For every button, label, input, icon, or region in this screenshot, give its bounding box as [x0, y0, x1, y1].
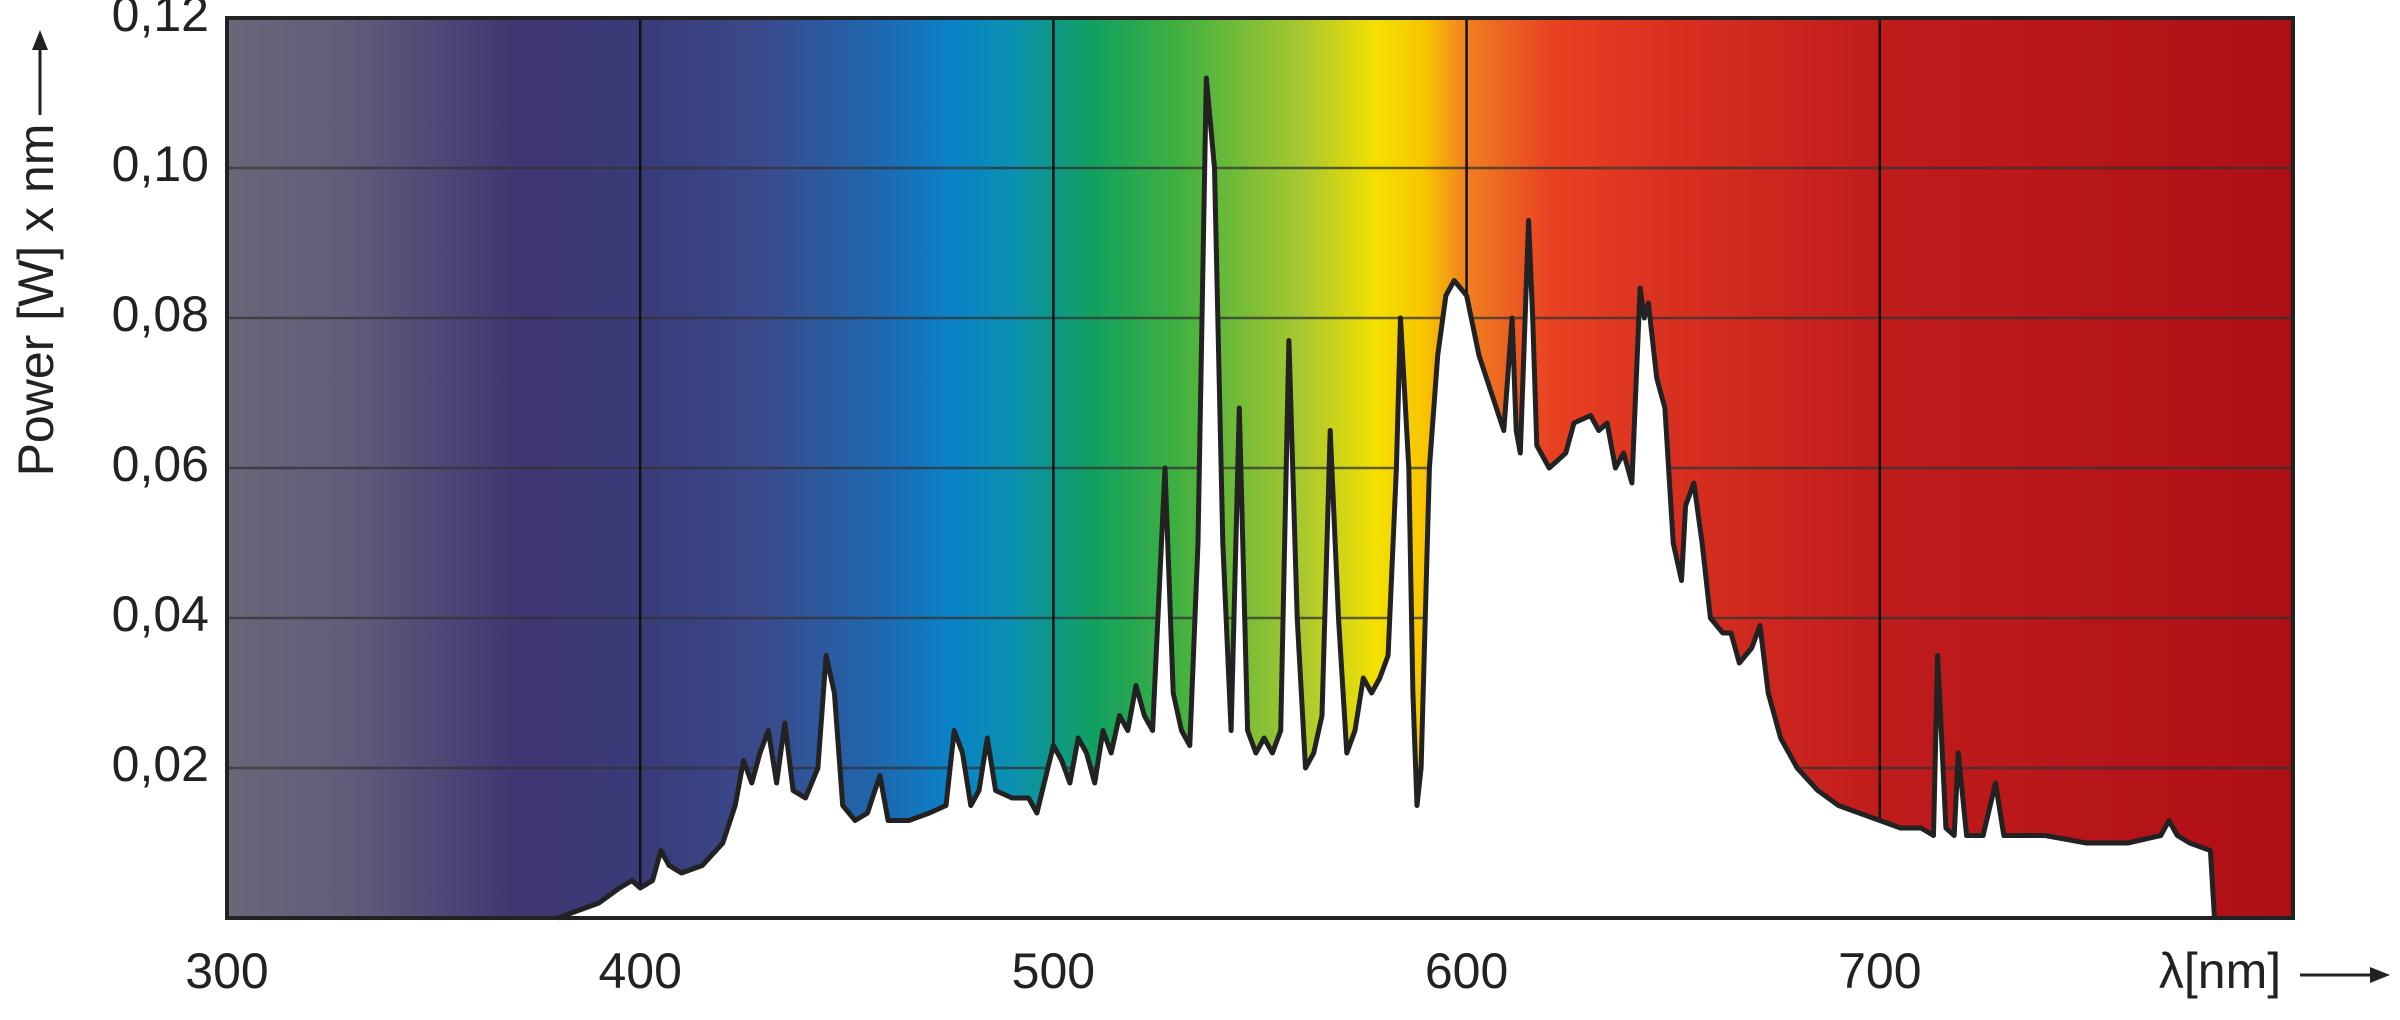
spectrum-line [556, 75, 2217, 921]
y-tick-label: 0,06 [112, 436, 209, 492]
x-tick-label: 300 [185, 943, 268, 999]
y-axis-label: Power [W] x nm [8, 124, 64, 477]
y-tick-label: 0,12 [112, 0, 209, 42]
y-tick-label: 0,08 [112, 286, 209, 342]
x-tick-label: 500 [1012, 943, 1095, 999]
y-tick-label: 0,10 [112, 136, 209, 192]
x-axis-label: λ[nm] [2159, 943, 2281, 999]
x-tick-label: 700 [1838, 943, 1921, 999]
y-arrow-head [32, 30, 48, 50]
x-tick-label: 600 [1425, 943, 1508, 999]
x-tick-label: 400 [598, 943, 681, 999]
area-fill [557, 78, 2215, 918]
y-tick-label: 0,04 [112, 586, 209, 642]
plot-frame [225, 16, 2295, 920]
x-arrow-head [2370, 967, 2390, 983]
y-tick-label: 0,02 [112, 736, 209, 792]
